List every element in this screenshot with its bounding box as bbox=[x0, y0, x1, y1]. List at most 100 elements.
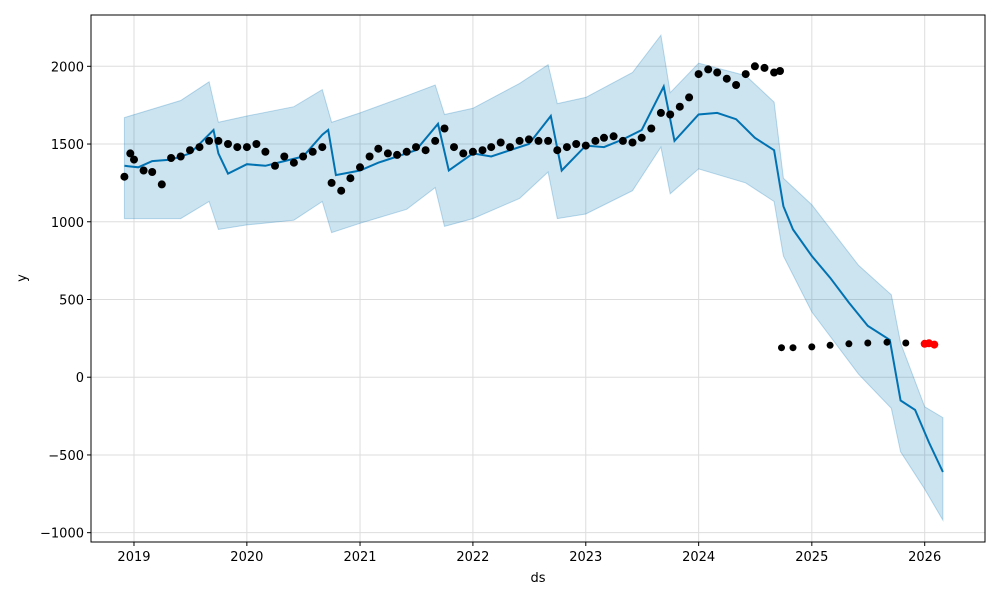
observed-point bbox=[487, 143, 496, 152]
observed-point bbox=[704, 65, 713, 74]
observed-point bbox=[205, 136, 214, 145]
observed-point bbox=[450, 143, 458, 152]
observed-recent-point bbox=[902, 339, 910, 347]
observed-point bbox=[126, 149, 135, 158]
y-tick-label: 0 bbox=[76, 371, 84, 386]
observed-point bbox=[327, 178, 336, 187]
observed-point bbox=[581, 141, 590, 150]
observed-point bbox=[591, 136, 600, 145]
y-tick-label: 500 bbox=[59, 293, 84, 308]
observed-point bbox=[776, 67, 784, 75]
observed-point bbox=[440, 124, 449, 133]
observed-point bbox=[572, 140, 581, 148]
observed-point bbox=[176, 152, 185, 161]
observed-point bbox=[647, 124, 656, 133]
observed-point bbox=[242, 143, 251, 152]
observed-point bbox=[186, 146, 194, 155]
observed-point bbox=[393, 150, 402, 159]
observed-point bbox=[318, 143, 327, 152]
y-tick-label: 1000 bbox=[51, 216, 84, 231]
y-axis-label: y bbox=[15, 274, 30, 282]
observed-point bbox=[600, 133, 608, 142]
y-tick-label: 2000 bbox=[51, 60, 84, 75]
x-axis-label: ds bbox=[530, 571, 545, 586]
observed-point bbox=[337, 186, 346, 195]
observed-point bbox=[167, 154, 176, 162]
x-tick-label: 2025 bbox=[795, 550, 828, 565]
observed-point bbox=[224, 140, 232, 148]
observed-recent-point bbox=[883, 338, 891, 346]
observed-point bbox=[214, 136, 223, 145]
forecast-line bbox=[124, 83, 944, 473]
x-tick-label: 2022 bbox=[456, 550, 489, 565]
observed-points bbox=[120, 62, 939, 352]
x-axis-ticks: 2019 2020 2021 2022 2023 2024 2025 2026 bbox=[117, 542, 941, 565]
observed-point bbox=[421, 146, 430, 155]
observed-point bbox=[233, 143, 242, 152]
observed-point bbox=[130, 155, 138, 164]
observed-point bbox=[374, 144, 383, 153]
observed-point bbox=[299, 152, 308, 161]
observed-point bbox=[760, 63, 769, 72]
observed-point bbox=[383, 149, 392, 158]
x-tick-label: 2024 bbox=[682, 550, 715, 565]
x-tick-label: 2026 bbox=[908, 550, 941, 565]
observed-point bbox=[412, 143, 420, 152]
plot-frame bbox=[90, 14, 986, 543]
observed-point bbox=[722, 74, 731, 83]
observed-point bbox=[628, 138, 637, 147]
observed-point bbox=[289, 158, 298, 167]
x-tick-label: 2019 bbox=[117, 550, 150, 565]
observed-point bbox=[609, 132, 618, 141]
observed-point bbox=[157, 180, 166, 189]
observed-point bbox=[271, 161, 279, 170]
observed-recent-point bbox=[845, 340, 853, 348]
observed-point bbox=[148, 168, 157, 176]
observed-point bbox=[356, 163, 364, 172]
observed-point bbox=[637, 133, 646, 142]
observed-recent-point bbox=[826, 341, 834, 349]
observed-point bbox=[666, 110, 675, 119]
observed-point bbox=[280, 152, 289, 161]
latest-point bbox=[930, 340, 939, 349]
observed-point bbox=[694, 70, 703, 79]
observed-point bbox=[553, 146, 562, 155]
observed-point bbox=[139, 166, 148, 175]
y-tick-label: −500 bbox=[48, 449, 84, 464]
x-tick-label: 2020 bbox=[230, 550, 263, 565]
observed-point bbox=[365, 152, 374, 161]
observed-point bbox=[308, 147, 317, 156]
observed-recent-point bbox=[789, 344, 797, 352]
uncertainty-interval bbox=[123, 33, 944, 523]
uncertainty-band bbox=[123, 33, 944, 523]
observed-point bbox=[534, 136, 543, 145]
observed-point bbox=[468, 147, 477, 156]
observed-point bbox=[524, 135, 533, 144]
observed-point bbox=[431, 136, 440, 145]
observed-point bbox=[195, 143, 204, 152]
observed-point bbox=[496, 138, 505, 147]
observed-point bbox=[402, 147, 411, 156]
y-axis-ticks: −1000 −500 0 500 1000 1500 2000 bbox=[40, 60, 91, 542]
x-tick-label: 2023 bbox=[569, 550, 602, 565]
observed-point bbox=[478, 146, 487, 155]
observed-point bbox=[685, 93, 694, 102]
observed-point bbox=[261, 147, 270, 156]
observed-recent-point bbox=[864, 339, 872, 347]
y-tick-label: 1500 bbox=[51, 138, 84, 153]
observed-point bbox=[562, 143, 571, 152]
observed-point bbox=[515, 136, 524, 145]
observed-point bbox=[675, 102, 684, 111]
observed-point bbox=[732, 81, 741, 89]
observed-point bbox=[346, 174, 355, 183]
observed-point bbox=[506, 143, 514, 152]
forecast-lines bbox=[124, 83, 944, 473]
observed-recent-point bbox=[808, 343, 816, 351]
observed-point bbox=[750, 62, 759, 71]
observed-point bbox=[656, 108, 665, 117]
x-tick-label: 2021 bbox=[343, 550, 376, 565]
observed-point bbox=[741, 70, 750, 79]
observed-point bbox=[120, 172, 129, 181]
observed-point bbox=[713, 68, 722, 77]
